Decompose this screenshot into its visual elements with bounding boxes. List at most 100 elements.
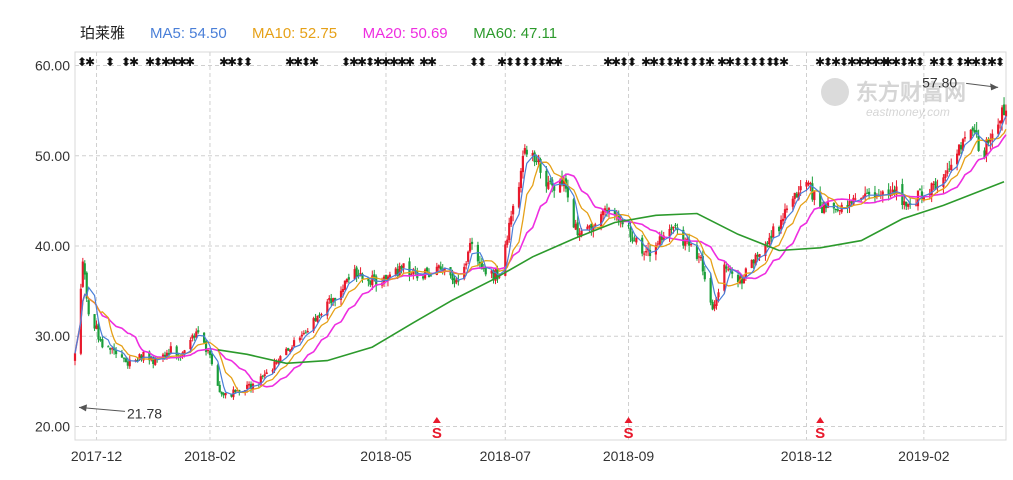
candle-body — [249, 383, 253, 389]
candle — [670, 224, 673, 236]
candle — [107, 345, 110, 348]
candle — [521, 150, 524, 179]
signal-marker-icon: ✱ — [349, 55, 359, 69]
signal-marker-icon: ⬍ — [823, 55, 833, 69]
candle — [791, 196, 794, 212]
candle-body — [920, 191, 923, 200]
candle-body — [384, 274, 388, 280]
candle-body — [246, 384, 249, 389]
candle-body — [854, 198, 857, 200]
signal-marker-icon: ⬍ — [733, 55, 743, 69]
candle — [578, 228, 581, 241]
signal-marker-icon: ✱ — [641, 55, 651, 69]
candle-body — [807, 182, 810, 185]
y-tick-label: 60.00 — [35, 58, 70, 74]
candle — [957, 144, 961, 156]
candle-body — [627, 225, 630, 227]
y-tick-label: 30.00 — [35, 328, 70, 344]
candle-body — [766, 242, 769, 245]
candle — [353, 264, 356, 281]
candle — [396, 263, 399, 280]
candle-body — [218, 384, 221, 393]
x-tick-label: 2018-09 — [603, 448, 655, 464]
signal-marker-icon: ⬍ — [955, 55, 965, 69]
candle-body — [318, 314, 321, 317]
signal-marker-icon: ⬍ — [681, 55, 691, 69]
candle-body — [435, 266, 438, 275]
candle-body — [220, 391, 223, 395]
candle-body — [512, 205, 515, 215]
candle-body — [478, 261, 481, 264]
candle-body — [175, 346, 178, 357]
signal-marker-icon: ⬍ — [757, 55, 767, 69]
candle — [854, 193, 857, 201]
event-marker: S — [815, 417, 825, 442]
price-annotation: 57.80 — [922, 74, 999, 91]
candle-body — [373, 274, 376, 279]
candle-body — [711, 301, 714, 310]
candle-body — [124, 358, 127, 363]
candle-body — [791, 198, 794, 207]
candle-body — [140, 355, 143, 360]
candle-body — [154, 358, 157, 365]
candle-body — [785, 208, 789, 211]
candle-body — [754, 254, 757, 266]
x-tick-label: 2017-12 — [71, 448, 123, 464]
candle-body — [969, 129, 972, 140]
candle — [140, 354, 143, 362]
grid — [74, 51, 1007, 441]
candle-body — [85, 272, 88, 299]
candle-body — [467, 251, 470, 262]
candle — [517, 182, 521, 209]
candle-body — [314, 318, 317, 321]
candle-body — [727, 269, 730, 271]
candle — [969, 129, 972, 141]
candle-body — [781, 218, 785, 222]
candle — [836, 204, 839, 213]
candle — [494, 267, 497, 285]
candle — [345, 278, 348, 284]
candle — [711, 299, 714, 311]
moving-averages — [74, 115, 1007, 395]
signal-marker-icon: ✱ — [611, 55, 621, 69]
candle — [873, 185, 877, 203]
candle-body — [273, 361, 276, 371]
candle-body — [453, 278, 456, 284]
candle — [375, 274, 378, 292]
candle-body — [670, 227, 673, 230]
candle — [635, 236, 638, 245]
candle — [220, 391, 223, 397]
candle — [944, 170, 947, 182]
candle-body — [398, 266, 401, 275]
signal-marker-icon: ✱ — [779, 55, 789, 69]
signal-marker-icon: ✱ — [871, 55, 881, 69]
candle — [785, 205, 789, 213]
legend-ma5: MA5: 54.50 — [150, 25, 227, 42]
signal-marker-icon: ✱ — [847, 55, 857, 69]
signal-marker-icon: ✱ — [879, 55, 889, 69]
candle — [697, 253, 701, 264]
candle — [572, 197, 575, 229]
annotation-label: 57.80 — [922, 74, 957, 90]
signal-marker-icon: ✱ — [815, 55, 825, 69]
signal-marker-icon: ✱ — [293, 55, 303, 69]
candle-body — [658, 236, 661, 245]
candle — [304, 329, 307, 334]
candle — [422, 275, 425, 281]
candle-body — [169, 346, 172, 354]
y-tick-label: 20.00 — [35, 418, 70, 434]
candle-body — [492, 270, 495, 280]
candle-body — [742, 276, 746, 284]
candle-body — [183, 350, 186, 354]
candle-body — [997, 124, 1000, 134]
candle-body — [334, 297, 337, 301]
signal-marker-icon: ✱ — [389, 55, 399, 69]
candle — [193, 333, 196, 341]
candle — [101, 335, 104, 349]
candle — [781, 213, 785, 225]
signal-marker-icon: ⬍ — [153, 55, 163, 69]
candle-body — [537, 156, 540, 163]
candle-body — [81, 261, 84, 287]
